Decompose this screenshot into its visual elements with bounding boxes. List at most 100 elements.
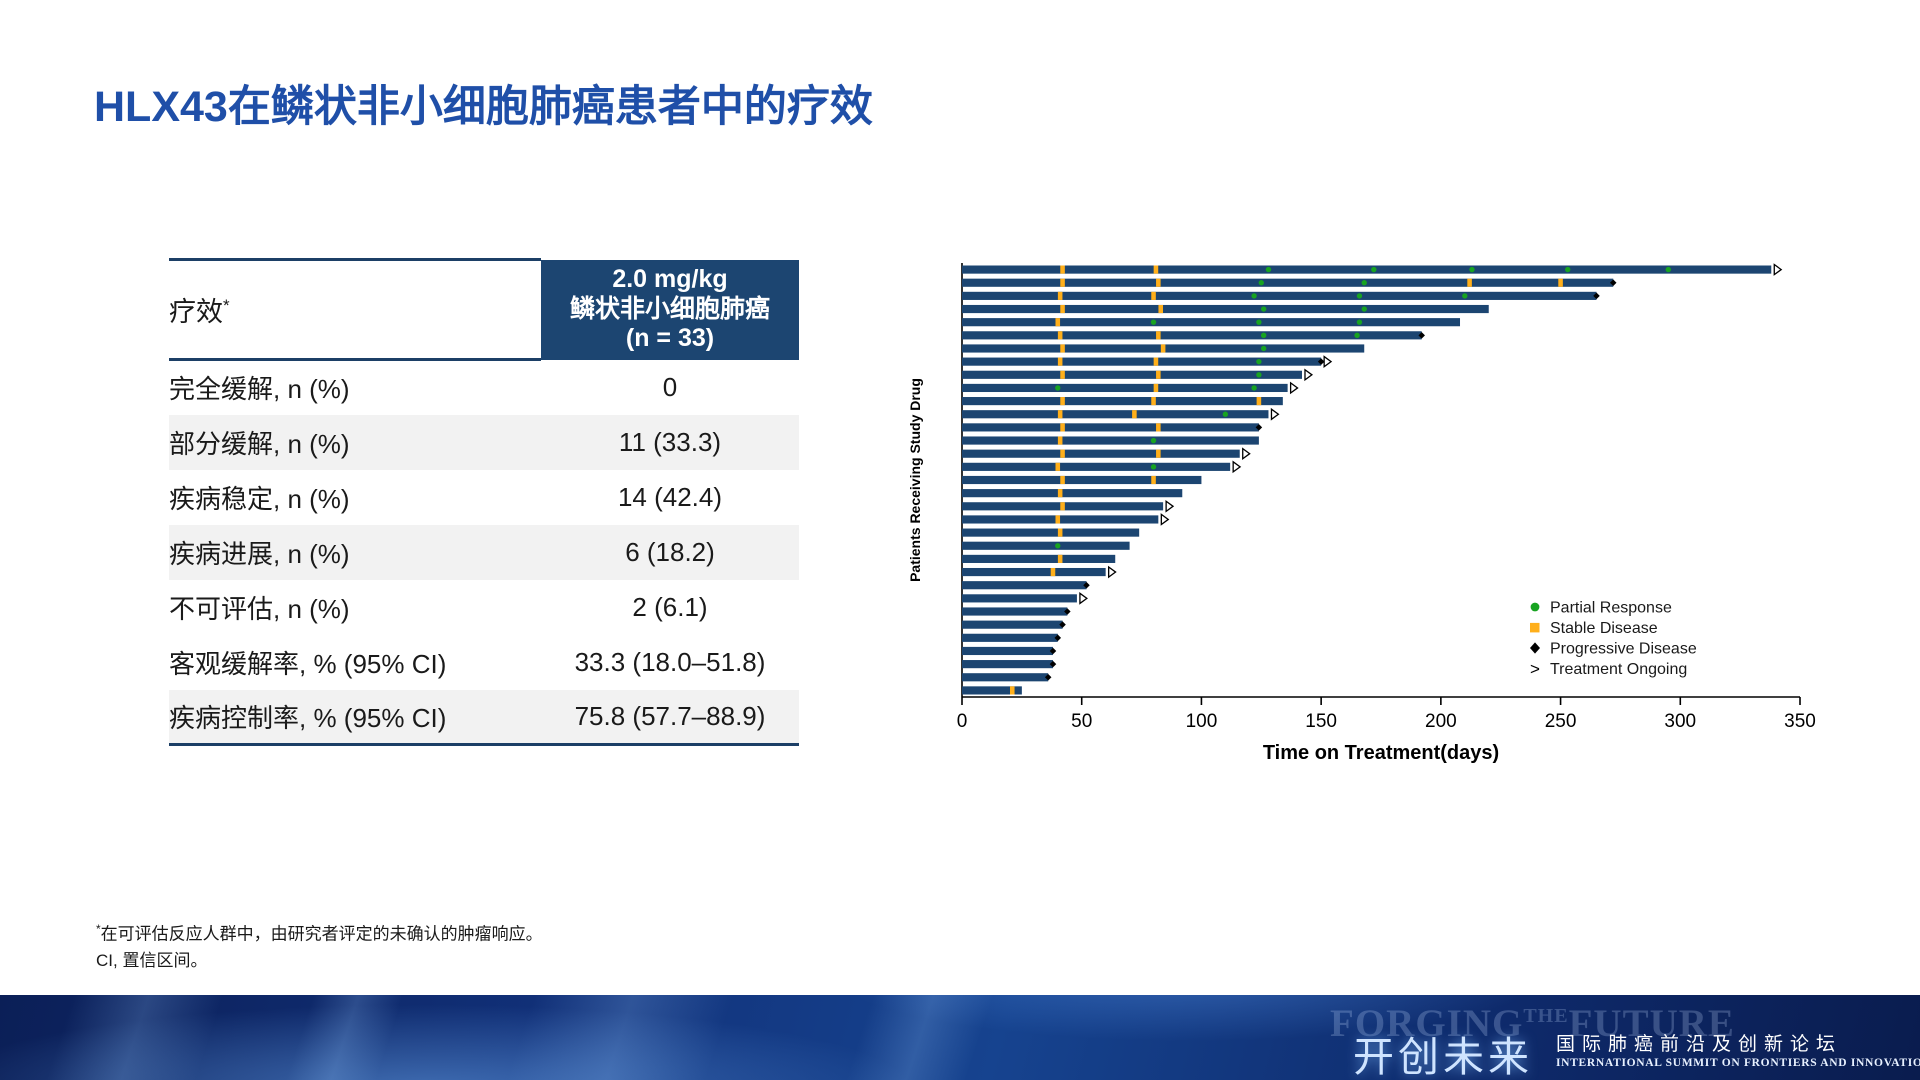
marker-stable-disease [1060, 449, 1065, 458]
marker-stable-disease [1558, 278, 1563, 287]
table-cell-label: 疾病稳定, n (%) [169, 483, 350, 514]
marker-stable-disease [1057, 554, 1063, 563]
bar-rect [962, 423, 1259, 432]
marker-stable-disease [1057, 331, 1063, 340]
patient-bar [962, 489, 1183, 498]
bottom-banner: FORGINGTHEFUTURE 开创未来 国际肺癌前沿及创新论坛 INTERN… [0, 995, 1920, 1080]
marker-treatment-ongoing [1165, 499, 1175, 513]
table-cell-label: 客观缓解率, % (95% CI) [169, 648, 447, 679]
marker-stable-disease [1153, 265, 1159, 274]
bar-rect [962, 410, 1269, 419]
patient-bar [962, 646, 1057, 656]
patient-bar [962, 620, 1066, 629]
legend-label: Progressive Disease [1550, 641, 1697, 658]
marker-stable-disease [1057, 436, 1063, 445]
marker-partial-response [1265, 266, 1272, 273]
table-row: 客观缓解率, % (95% CI) 33.3 (18.0–51.8) [169, 634, 799, 690]
banner-ghost-post: FUTURE [1568, 1002, 1735, 1045]
bar-rect [962, 489, 1183, 498]
patient-bar [962, 607, 1071, 616]
marker-stable-disease [1060, 304, 1065, 314]
table-cell-label: 部分缓解, n (%) [169, 428, 350, 459]
bar-rect [962, 567, 1106, 577]
x-axis-ticks: 0 50 100 150 200 250 300 350 [957, 697, 1816, 732]
patient-bar [962, 513, 1170, 526]
marker-stable-disease [1060, 265, 1065, 274]
marker-partial-response [1371, 266, 1377, 273]
marker-treatment-ongoing [1773, 263, 1783, 276]
marker-treatment-ongoing [1242, 447, 1251, 461]
marker-stable-disease [1057, 528, 1063, 537]
table-body: 完全缓解, n (%) 0 部分缓解, n (%) 11 (33.3) 疾病稳定, n … [169, 359, 799, 746]
table-cell-value: 33.3 (18.0–51.8) [574, 646, 766, 677]
patient-bar [962, 423, 1263, 432]
table-cell-value: 14 (42.4) [617, 481, 723, 512]
marker-progressive-disease [1317, 358, 1325, 365]
bar-rect [962, 331, 1422, 340]
marker-treatment-ongoing [1304, 368, 1314, 382]
patient-bar [962, 407, 1280, 421]
bar-rect [962, 318, 1461, 327]
marker-stable-disease [1057, 410, 1063, 419]
patient-bar [962, 381, 1299, 395]
table-cell-value: 0 [662, 371, 678, 402]
patient-bar [962, 673, 1052, 682]
marker-stable-disease [1057, 357, 1063, 366]
patient-bar [962, 686, 1022, 695]
x-axis-tick-label: 350 [1784, 711, 1816, 732]
marker-progressive-disease [1059, 621, 1066, 628]
marker-stable-disease [1151, 475, 1156, 485]
patient-bar [962, 499, 1175, 513]
marker-partial-response [1256, 358, 1262, 365]
marker-stable-disease [1060, 397, 1065, 406]
bar-rect [962, 581, 1087, 590]
x-axis-tick-label: 100 [1186, 711, 1218, 732]
marker-progressive-disease [1418, 332, 1425, 339]
footnote-line-1-text: 在可评估反应人群中，由研究者评定的未确认的肿瘤响应。 [100, 924, 543, 944]
banner-ghost-small: THE [1523, 1005, 1569, 1027]
bar-rect [962, 449, 1240, 458]
marker-treatment-ongoing [1289, 381, 1299, 395]
legend-label: Treatment Ongoing [1550, 661, 1687, 678]
marker-partial-response [1251, 385, 1257, 391]
bar-rect [962, 541, 1130, 550]
marker-treatment-ongoing [1323, 355, 1333, 368]
marker-stable-disease [1160, 344, 1166, 353]
marker-treatment-ongoing [1232, 460, 1242, 474]
patient-bar [962, 592, 1088, 605]
patient-bar [962, 460, 1242, 474]
marker-partial-response [1251, 293, 1257, 299]
marker-partial-response [1356, 293, 1363, 299]
x-axis-tick-label: 150 [1305, 711, 1337, 732]
bar-rect [962, 633, 1058, 642]
marker-stable-disease [1050, 567, 1056, 577]
footnote-line-1: *在可评估反应人群中，由研究者评定的未确认的肿瘤响应。 [96, 920, 543, 948]
footnote-line-2: CI, 置信区间。 [96, 951, 208, 970]
x-axis-tick-label: 250 [1545, 711, 1577, 732]
table-cell-label: 疾病控制率, % (95% CI) [169, 689, 541, 746]
marker-stable-disease [1153, 357, 1159, 366]
marker-partial-response [1565, 266, 1571, 273]
marker-treatment-ongoing [1160, 513, 1170, 526]
table-header-value: 2.0 mg/kg 鳞状非小细胞肺癌 (n = 33) [541, 259, 799, 360]
marker-partial-response [1150, 319, 1157, 325]
patient-bar [962, 331, 1425, 340]
table-row: 完全缓解, n (%) 0 [169, 359, 799, 415]
marker-stable-disease [1467, 278, 1472, 287]
marker-partial-response [1361, 280, 1367, 286]
marker-partial-response [1258, 280, 1264, 286]
bar-rect [962, 397, 1283, 406]
table-row: 不可评估, n (%) 2 (6.1) [169, 579, 799, 635]
banner-light-streak [46, 995, 224, 1080]
banner-light-streak [846, 995, 994, 1080]
bar-rect [962, 383, 1288, 393]
marker-stable-disease [1151, 397, 1156, 406]
marker-stable-disease [1057, 489, 1063, 498]
table-cell-label: 不可评估, n (%) [169, 593, 350, 624]
bar-rect [962, 304, 1489, 314]
marker-stable-disease [1151, 291, 1156, 300]
legend-label: Partial Response [1550, 600, 1672, 617]
legend-marker-arrow: > [1530, 660, 1540, 679]
patient-bar [962, 554, 1116, 563]
bar-rect [962, 462, 1231, 471]
